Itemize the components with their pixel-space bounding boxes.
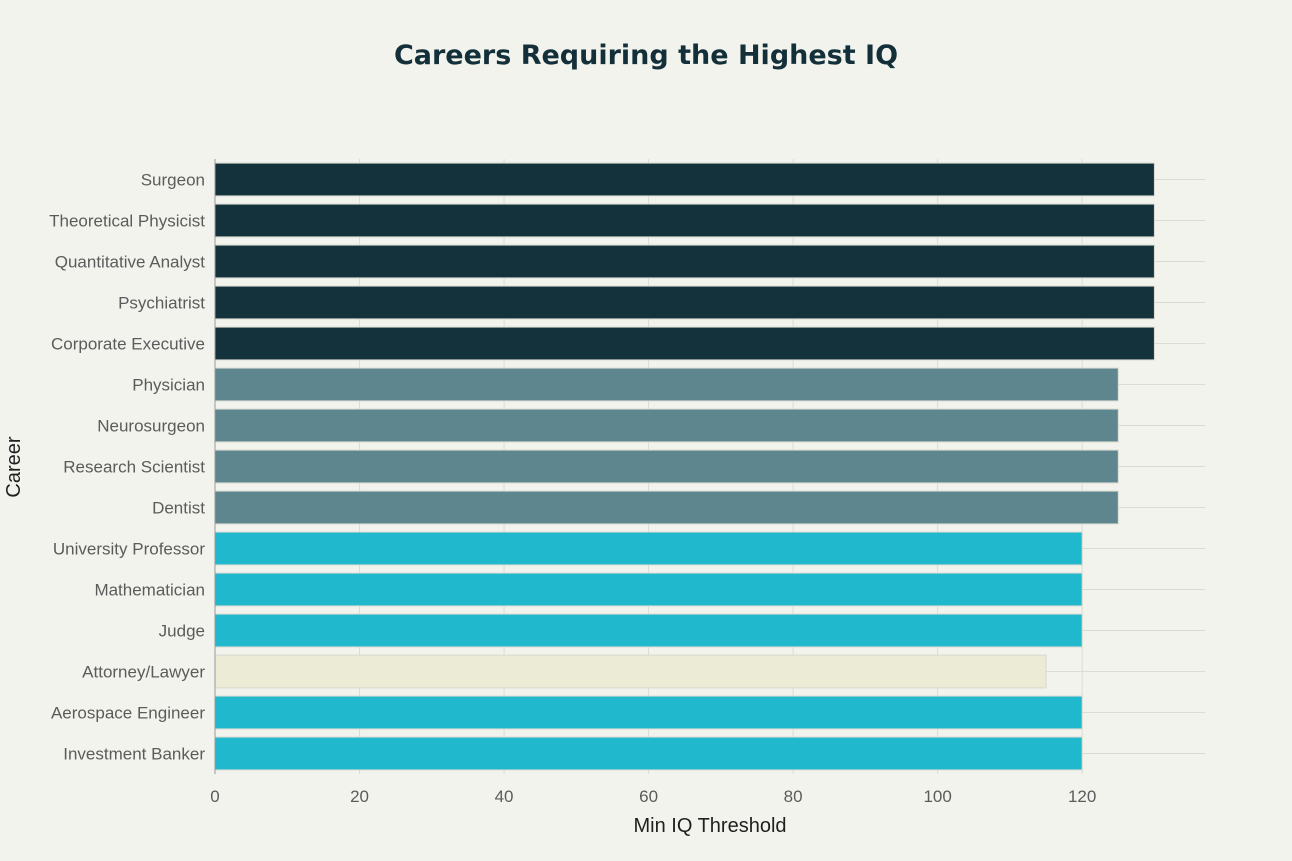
category-label: Mathematician (94, 581, 205, 600)
x-tick-label: 100 (923, 787, 951, 806)
category-label: Research Scientist (63, 458, 205, 477)
category-label: Surgeon (141, 171, 205, 190)
bar (214, 490, 1119, 525)
bar (214, 408, 1119, 443)
category-label: Psychiatrist (118, 294, 205, 313)
category-label: Investment Banker (63, 745, 205, 764)
x-tick-label: 40 (495, 787, 514, 806)
bars (214, 162, 1155, 771)
category-label: Physician (132, 376, 205, 395)
x-axis-title: Min IQ Threshold (633, 815, 786, 837)
bar (214, 613, 1083, 648)
category-label: Neurosurgeon (97, 417, 205, 436)
bar (214, 449, 1119, 484)
bar (214, 367, 1119, 402)
bar (214, 736, 1083, 771)
category-label: Theoretical Physicist (49, 212, 205, 231)
category-label: Aerospace Engineer (51, 704, 205, 723)
y-axis-title: Career (3, 436, 25, 497)
x-tick-label: 80 (784, 787, 803, 806)
category-label: Judge (159, 622, 205, 641)
x-tick-labels: 0 20 40 60 80 100 120 (210, 787, 1096, 806)
bar (214, 572, 1083, 607)
bar (214, 654, 1047, 689)
x-tick-label: 0 (210, 787, 219, 806)
x-tick-label: 20 (350, 787, 369, 806)
category-labels: Surgeon Theoretical Physicist Quantitative… (49, 171, 205, 764)
bar (214, 695, 1083, 730)
x-tick-label: 120 (1068, 787, 1096, 806)
bar (214, 203, 1155, 238)
bar (214, 531, 1083, 566)
bar (214, 244, 1155, 279)
x-tick-label: 60 (639, 787, 658, 806)
bar (214, 162, 1155, 197)
category-label: Corporate Executive (51, 335, 205, 354)
category-label: University Professor (53, 540, 205, 559)
chart-title: Careers Requiring the Highest IQ (394, 40, 898, 71)
bar (214, 326, 1155, 361)
bar (214, 285, 1155, 320)
category-label: Quantitative Analyst (55, 253, 206, 272)
category-label: Dentist (152, 499, 205, 518)
category-label: Attorney/Lawyer (82, 663, 205, 682)
